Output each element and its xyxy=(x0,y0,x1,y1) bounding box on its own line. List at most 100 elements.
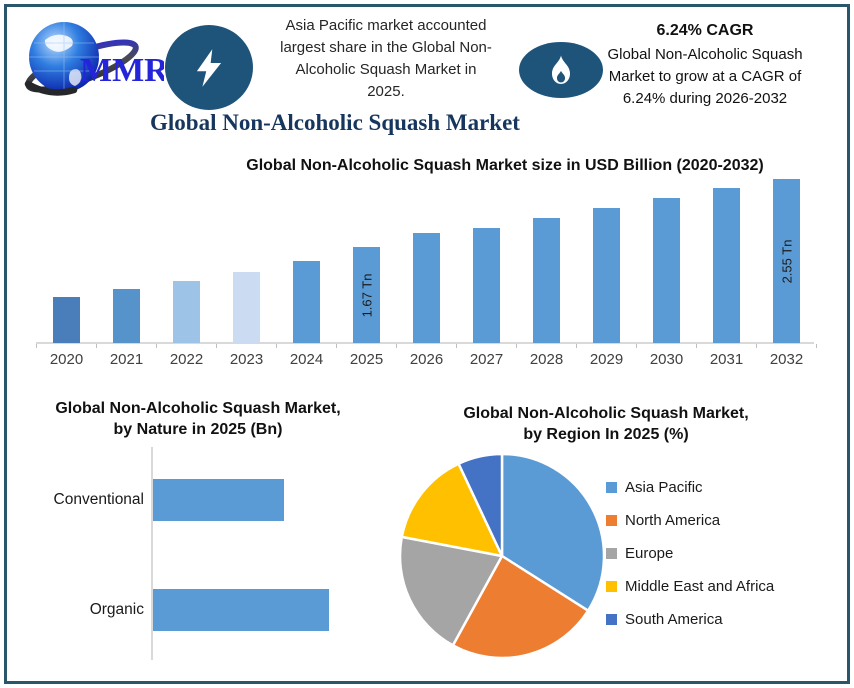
year-label-2024: 2024 xyxy=(289,351,324,368)
legend-item-south-america: South America xyxy=(606,611,774,628)
bar-2021 xyxy=(113,289,140,343)
legend-label: North America xyxy=(625,512,721,529)
bar-value-label-2032: 2.55 Tn xyxy=(779,239,795,283)
globe-icon xyxy=(29,22,99,92)
bar-2024 xyxy=(293,261,320,343)
x-axis-tick xyxy=(396,344,397,348)
text-line: Asia Pacific market accounted xyxy=(285,17,487,34)
bar-2029 xyxy=(593,208,620,343)
year-label-2031: 2031 xyxy=(709,351,744,368)
bar-2027 xyxy=(473,228,500,343)
region-pie xyxy=(398,452,606,660)
x-axis-tick xyxy=(756,344,757,348)
category-label-conventional: Conventional xyxy=(53,491,144,508)
legend-swatch xyxy=(606,482,617,493)
cagr-block: 6.24% CAGR Global Non-Alcoholic Squash Ma… xyxy=(574,22,836,110)
bar-2030 xyxy=(653,198,680,343)
pie-slice-middle-east-and-africa xyxy=(400,462,504,558)
legend-swatch xyxy=(606,515,617,526)
text-line: Global Non-Alcoholic Squash Market, xyxy=(463,405,749,422)
text-line: Global Non-Alcoholic Squash Market, xyxy=(55,400,341,417)
text-line: 6.24% during 2026-2032 xyxy=(622,90,788,107)
text-line: by Nature in 2025 (Bn) xyxy=(113,421,283,438)
bar-2028 xyxy=(533,218,560,343)
logo-text: MMR xyxy=(80,52,164,89)
text-line: by Region In 2025 (%) xyxy=(523,426,689,443)
year-label-2029: 2029 xyxy=(589,351,624,368)
legend-label: Asia Pacific xyxy=(625,479,703,496)
year-label-2026: 2026 xyxy=(409,351,444,368)
bar-organic xyxy=(153,589,329,631)
mmr-logo-graphic: MMR xyxy=(24,22,169,96)
x-axis-tick xyxy=(516,344,517,348)
x-axis-tick xyxy=(696,344,697,348)
market-size-chart: Global Non-Alcoholic Squash Market size … xyxy=(0,155,854,370)
year-label-2030: 2030 xyxy=(649,351,684,368)
bar-conventional xyxy=(153,479,284,521)
pie-slice-south-america xyxy=(457,452,504,558)
x-axis-tick xyxy=(576,344,577,348)
bar-2032: 2.55 Tn xyxy=(773,179,800,343)
mmr-logo: MMR xyxy=(12,18,169,100)
text-line: Market to grow at a CAGR of xyxy=(608,68,802,85)
text-line: largest share in the Global Non- xyxy=(280,39,492,56)
region-legend: Asia Pacific North America Europe Middle Ea… xyxy=(606,479,775,645)
by-region-chart: Global Non-Alcoholic Squash Market, by Re… xyxy=(396,396,846,681)
year-label-2023: 2023 xyxy=(229,351,264,368)
pie-slice-north-america xyxy=(451,554,590,660)
x-axis-tick xyxy=(336,344,337,348)
bar-value-label-2025: 1.67 Tn xyxy=(359,273,375,317)
page-title: Global Non-Alcoholic Squash Market xyxy=(150,110,520,135)
flame-glyph xyxy=(552,55,570,84)
x-axis-tick xyxy=(96,344,97,348)
bar-2025: 1.67 Tn xyxy=(353,247,380,343)
legend-label: Europe xyxy=(625,545,674,562)
x-axis-tick xyxy=(216,344,217,348)
swoosh-front-arc xyxy=(24,80,78,96)
lightning-icon xyxy=(165,25,253,110)
year-label-2021: 2021 xyxy=(109,351,144,368)
x-axis-tick xyxy=(156,344,157,348)
year-label-2032: 2032 xyxy=(769,351,804,368)
x-axis-tick xyxy=(36,344,37,348)
bar-2022 xyxy=(173,281,200,343)
text-line: Alcoholic Squash Market in xyxy=(295,61,477,78)
legend-swatch xyxy=(606,614,617,625)
by-nature-chart-title: Global Non-Alcoholic Squash Market, by Na… xyxy=(10,398,386,440)
text-line: Global Non-Alcoholic Squash xyxy=(607,46,803,63)
bar-2020 xyxy=(53,297,80,343)
year-label-2022: 2022 xyxy=(169,351,204,368)
lightning-bolt-glyph xyxy=(196,48,222,87)
by-region-chart-title: Global Non-Alcoholic Squash Market, by Re… xyxy=(406,403,806,445)
market-size-chart-title: Global Non-Alcoholic Squash Market size … xyxy=(246,157,764,174)
year-label-2028: 2028 xyxy=(529,351,564,368)
legend-item-north-america: North America xyxy=(606,512,774,529)
by-nature-chart: Global Non-Alcoholic Squash Market, by Na… xyxy=(0,396,396,681)
flame-icon xyxy=(519,42,603,98)
headline-text: Asia Pacific market accounted largest sha… xyxy=(252,15,520,103)
legend-swatch xyxy=(606,548,617,559)
category-label-organic: Organic xyxy=(89,601,144,618)
x-axis-tick xyxy=(816,344,817,348)
legend-label: South America xyxy=(625,611,723,628)
cagr-text: Global Non-Alcoholic Squash Market to gro… xyxy=(574,44,836,110)
year-label-2027: 2027 xyxy=(469,351,504,368)
bar-2031 xyxy=(713,188,740,343)
x-axis-tick xyxy=(636,344,637,348)
by-nature-y-axis-line xyxy=(151,447,153,660)
bar-2023 xyxy=(233,272,260,343)
x-axis-line xyxy=(36,342,814,344)
year-label-2020: 2020 xyxy=(49,351,84,368)
pie-slice-europe xyxy=(398,535,504,647)
legend-label: Middle East and Africa xyxy=(625,578,775,595)
x-axis-tick xyxy=(276,344,277,348)
cagr-title: 6.24% CAGR xyxy=(656,22,754,39)
legend-item-middle-east-and-africa: Middle East and Africa xyxy=(606,578,775,595)
year-label-2025: 2025 xyxy=(349,351,384,368)
legend-item-europe: Europe xyxy=(606,545,774,562)
legend-item-asia-pacific: Asia Pacific xyxy=(606,479,774,496)
bar-2026 xyxy=(413,233,440,343)
text-line: 2025. xyxy=(367,83,405,100)
x-axis-tick xyxy=(456,344,457,348)
